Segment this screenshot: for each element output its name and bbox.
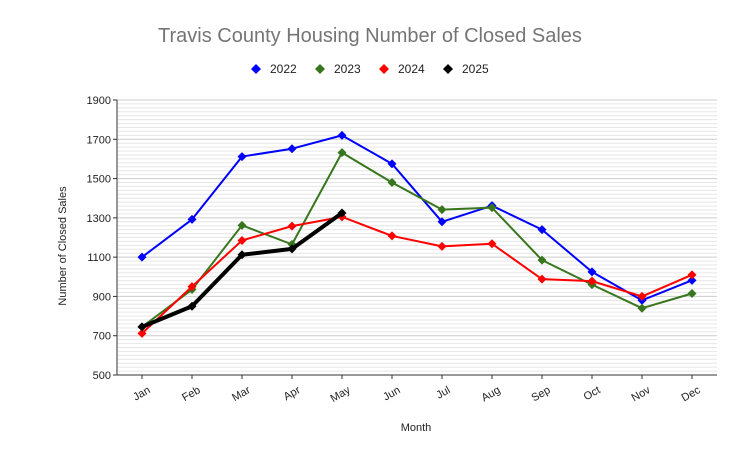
legend-marker <box>251 64 261 74</box>
legend-marker <box>379 64 389 74</box>
legend-item-2024: 2024 <box>379 62 425 76</box>
legend-marker <box>443 64 453 74</box>
chart-title: Travis County Housing Number of Closed S… <box>158 25 582 47</box>
data-point-2022 <box>687 275 697 285</box>
data-point-2024 <box>187 282 197 292</box>
data-point-2024 <box>487 239 497 249</box>
data-point-2024 <box>387 231 397 241</box>
y-tick-label: 1500 <box>87 174 111 186</box>
data-point-2023 <box>387 178 397 187</box>
data-point-2024 <box>437 241 447 251</box>
legend-item-2022: 2022 <box>251 62 297 76</box>
y-tick-label: 500 <box>93 370 111 382</box>
data-point-2024 <box>237 235 247 245</box>
data-point-2024 <box>287 221 297 231</box>
data-point-2024 <box>587 276 597 286</box>
data-point-2022 <box>137 252 147 262</box>
data-point-2023 <box>537 255 547 265</box>
y-axis-label: Number of Closed Sales <box>57 186 69 306</box>
legend-label: 2023 <box>334 62 361 76</box>
series-2022 <box>137 130 697 305</box>
data-point-2022 <box>237 152 247 162</box>
data-point-2022 <box>537 225 547 235</box>
data-point-2023 <box>487 203 497 213</box>
data-point-2025 <box>287 244 297 254</box>
y-tick-label: 1300 <box>87 213 111 225</box>
data-point-2022 <box>437 217 447 227</box>
y-tick-label: 1900 <box>87 95 111 107</box>
data-point-2023 <box>437 205 447 215</box>
y-tick-label: 900 <box>93 291 111 303</box>
data-point-2024 <box>687 270 697 280</box>
legend-label: 2025 <box>462 62 489 76</box>
data-point-2024 <box>637 291 647 301</box>
data-point-2025 <box>237 250 247 260</box>
series-group <box>137 130 697 338</box>
legend-label: 2022 <box>270 62 297 76</box>
data-point-2023 <box>237 220 247 230</box>
data-point-2024 <box>537 274 547 284</box>
y-tick-label: 1100 <box>87 252 111 264</box>
data-point-2022 <box>337 130 347 140</box>
data-point-2022 <box>187 214 197 224</box>
legend-label: 2024 <box>398 62 425 76</box>
data-point-2025 <box>187 301 197 311</box>
legend-item-2025: 2025 <box>443 62 489 76</box>
y-tick-label: 1700 <box>87 134 111 146</box>
data-point-2025 <box>137 322 147 332</box>
data-point-2022 <box>287 144 297 154</box>
series-line-2023 <box>141 151 693 328</box>
x-axis-label: Month <box>401 422 432 434</box>
series-2025 <box>137 208 347 332</box>
legend-marker <box>315 64 325 74</box>
series-line-2022 <box>141 134 693 302</box>
data-point-2023 <box>687 288 697 298</box>
data-point-2023 <box>337 148 347 158</box>
data-point-2025 <box>337 208 347 218</box>
legend: 2022 2023 2024 2025 <box>251 62 489 76</box>
data-point-2024 <box>137 328 147 338</box>
series-line-2024 <box>141 215 693 335</box>
data-point-2022 <box>587 267 597 277</box>
data-point-2022 <box>387 159 397 169</box>
data-point-2023 <box>637 303 647 313</box>
legend-item-2023: 2023 <box>315 62 361 76</box>
y-tick-label: 700 <box>93 331 111 343</box>
